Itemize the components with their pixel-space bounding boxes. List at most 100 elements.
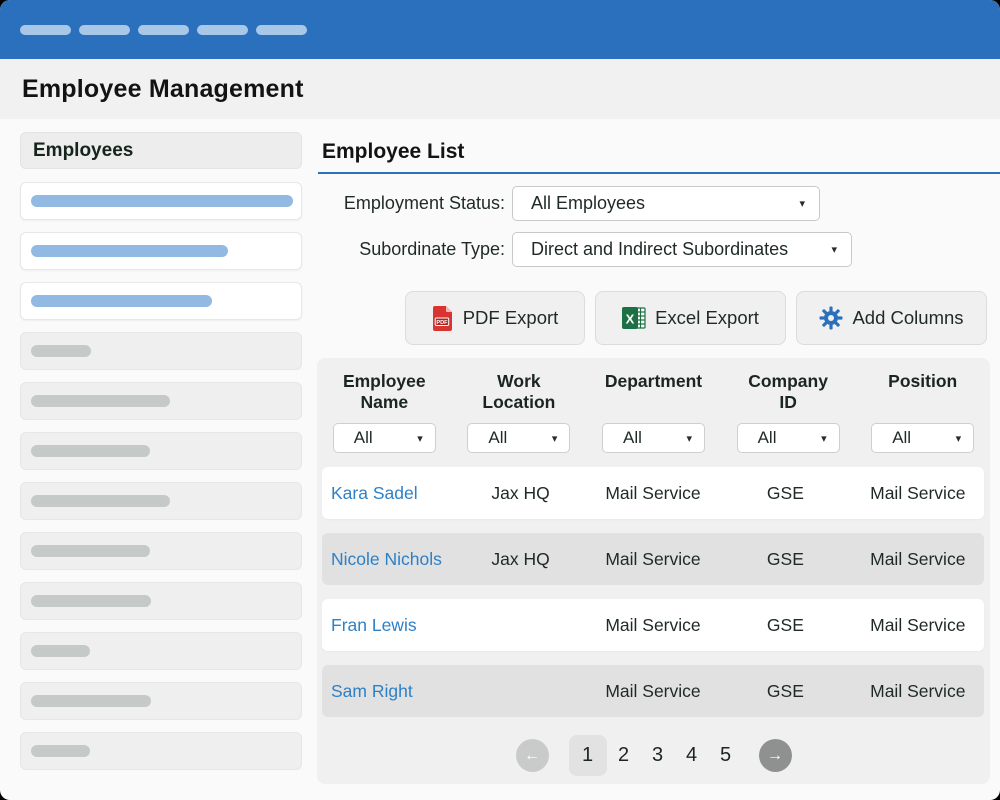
nav-pill-placeholder[interactable]	[79, 25, 130, 35]
sidebar-item-placeholder-bar	[31, 295, 212, 307]
page-number-1[interactable]: 1	[569, 735, 607, 776]
employee-name-link[interactable]: Nicole Nichols	[331, 549, 442, 569]
column-header-line: Work	[452, 371, 587, 392]
column-filter-select[interactable]: All ▾	[602, 423, 705, 453]
column-filter-value: All	[488, 428, 507, 448]
top-nav-bar	[0, 0, 1000, 59]
column-filter-slot: All ▾	[452, 423, 587, 453]
employee-name-link[interactable]: Kara Sadel	[331, 483, 418, 503]
cell-department: Mail Service	[587, 615, 719, 636]
column-header: EmployeeName	[317, 371, 452, 413]
table-row: Nicole NicholsJax HQMail ServiceGSEMail …	[322, 533, 984, 585]
subordinate-type-filter-row: Subordinate Type: Direct and Indirect Su…	[318, 232, 852, 267]
page-number-3[interactable]: 3	[641, 735, 675, 776]
excel-export-button[interactable]: X Excel Export	[595, 291, 786, 345]
gear-icon	[819, 306, 843, 330]
section-title: Employee List	[322, 140, 464, 164]
column-filter-slot: All ▾	[586, 423, 721, 453]
column-header-line: Location	[452, 392, 587, 413]
column-header: WorkLocation	[452, 371, 587, 413]
sidebar-item-placeholder-bar	[31, 645, 90, 657]
sidebar-item[interactable]	[20, 682, 302, 720]
nav-pill-placeholder[interactable]	[256, 25, 307, 35]
pdf-export-label: PDF Export	[463, 307, 559, 329]
table-row: Sam Right Mail ServiceGSEMail Service	[322, 665, 984, 717]
sidebar-item[interactable]	[20, 482, 302, 520]
sidebar-item[interactable]	[20, 532, 302, 570]
svg-text:PDF: PDF	[436, 320, 448, 326]
export-button-row: PDF PDF Export X Excel Export	[405, 291, 987, 345]
column-header-line: Employee	[317, 371, 452, 392]
pdf-export-button[interactable]: PDF PDF Export	[405, 291, 585, 345]
sidebar-item[interactable]	[20, 282, 302, 320]
column-filter-select[interactable]: All▾	[871, 423, 974, 453]
nav-pill-placeholder[interactable]	[197, 25, 248, 35]
cell-name: Fran Lewis	[322, 615, 454, 636]
sidebar-title: Employees	[20, 132, 302, 169]
sidebar-item[interactable]	[20, 332, 302, 370]
cell-company-id: GSE	[719, 483, 851, 504]
nav-pill-placeholder[interactable]	[138, 25, 189, 35]
column-header: Position	[855, 371, 990, 413]
column-filter-value: All	[623, 428, 642, 448]
chevron-down-icon: ▾	[552, 432, 558, 445]
column-filter-value: All	[354, 428, 373, 448]
sidebar-item[interactable]	[20, 182, 302, 220]
nav-pill-placeholder[interactable]	[20, 25, 71, 35]
sidebar-list	[20, 182, 302, 770]
previous-page-button[interactable]: ←	[516, 739, 549, 772]
employee-table: EmployeeNameWorkLocationDepartmentCompan…	[317, 358, 990, 784]
excel-export-label: Excel Export	[655, 307, 759, 329]
subordinate-type-select[interactable]: Direct and Indirect Subordinates ▾	[512, 232, 852, 267]
column-header-line: Company	[721, 371, 856, 392]
cell-company-id: GSE	[719, 549, 851, 570]
sidebar-item[interactable]	[20, 232, 302, 270]
sidebar-item-placeholder-bar	[31, 345, 91, 357]
pagination: ← 12345 →	[317, 735, 990, 776]
column-filter-select[interactable]: All ▾	[333, 423, 436, 453]
cell-department: Mail Service	[587, 681, 719, 702]
column-filter-select[interactable]: All ▾	[467, 423, 570, 453]
column-header: Department	[586, 371, 721, 413]
employment-status-select[interactable]: All Employees ▾	[512, 186, 820, 221]
subordinate-type-label: Subordinate Type:	[318, 239, 505, 260]
table-row: Fran LewisMail ServiceGSEMail Service	[322, 599, 984, 651]
column-filter-value: All	[758, 428, 777, 448]
cell-department: Mail Service	[587, 483, 719, 504]
page-title: Employee Management	[22, 75, 304, 104]
sidebar-item[interactable]	[20, 382, 302, 420]
pdf-file-icon: PDF	[432, 305, 454, 331]
page-number-5[interactable]: 5	[709, 735, 743, 776]
add-columns-button[interactable]: Add Columns	[796, 291, 987, 345]
next-page-button[interactable]: →	[759, 739, 792, 772]
sidebar-item[interactable]	[20, 432, 302, 470]
page-number-2[interactable]: 2	[607, 735, 641, 776]
cell-work-location: Jax HQ	[454, 483, 586, 504]
cell-company-id: GSE	[719, 681, 851, 702]
app-window: Employee Management Employees Employee L…	[0, 0, 1000, 800]
employment-status-label: Employment Status:	[318, 193, 505, 214]
cell-work-location: Jax HQ	[454, 549, 586, 570]
chevron-down-icon: ▾	[686, 432, 692, 445]
chevron-down-icon: ▾	[417, 432, 423, 445]
column-header: CompanyID	[721, 371, 856, 413]
column-filter-select[interactable]: All▾	[737, 423, 840, 453]
sidebar-item[interactable]	[20, 732, 302, 770]
chevron-down-icon: ▾	[831, 243, 837, 256]
cell-position: Mail Service	[852, 549, 984, 570]
sidebar-item-placeholder-bar	[31, 595, 151, 607]
sidebar-item[interactable]	[20, 632, 302, 670]
cell-department: Mail Service	[587, 549, 719, 570]
sidebar-item[interactable]	[20, 582, 302, 620]
employee-name-link[interactable]: Sam Right	[331, 681, 413, 701]
cell-name: Sam Right	[322, 681, 454, 702]
column-header-line: Name	[317, 392, 452, 413]
employee-name-link[interactable]: Fran Lewis	[331, 615, 417, 635]
page-header: Employee Management	[0, 59, 1000, 119]
column-filter-slot: All▾	[855, 423, 990, 453]
page-number-4[interactable]: 4	[675, 735, 709, 776]
cell-position: Mail Service	[852, 681, 984, 702]
sidebar-item-placeholder-bar	[31, 245, 228, 257]
column-filter-slot: All▾	[721, 423, 856, 453]
subordinate-type-value: Direct and Indirect Subordinates	[531, 239, 788, 260]
